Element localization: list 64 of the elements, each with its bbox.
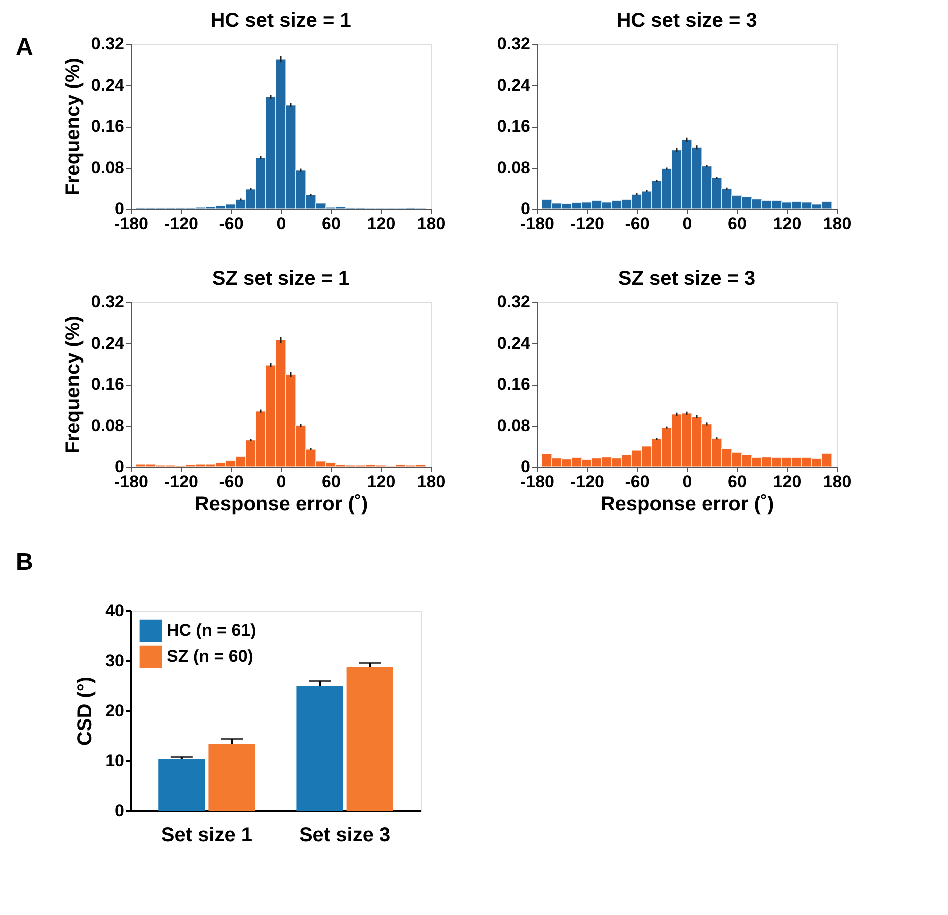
y-tick-label: 0.32 [91,34,124,54]
x-tick-label: -120 [570,472,605,492]
x-tick-label: 60 [728,472,747,492]
text: A [16,34,34,61]
bar [296,686,344,811]
bar [158,759,206,811]
y-tick-label: 40 [106,602,124,620]
y-tick-label: 0.32 [497,34,530,54]
x-tick-label: 60 [728,214,747,234]
y-tick-label: 30 [106,652,124,670]
y-tick-label: 0.32 [91,292,124,312]
x-tick-label: 0 [276,214,286,234]
x-tick-label: -120 [164,472,199,492]
x-tick-label: 0 [276,472,286,492]
y-tick-label: 0 [115,802,124,820]
x-tick-label: -60 [625,214,650,234]
y-tick-label: 0.24 [91,334,126,353]
x-tick-label: -120 [164,214,199,234]
x-tick-label: -60 [219,472,244,492]
x-tick-label: 120 [773,472,802,492]
y-tick-label: 20 [106,702,124,720]
y-tick-label: 10 [106,752,124,770]
y-axis-title: Frequency (%) [62,58,84,196]
y-tick-label: 0.08 [497,416,530,436]
bar [346,668,394,811]
x-tick-label: 180 [417,214,446,234]
x-tick-label: 60 [322,214,341,234]
x-tick-label: -60 [219,214,244,234]
bar [208,744,256,811]
y-tick-label: 0.24 [91,76,126,95]
x-tick-label: 180 [823,472,852,492]
x-tick-label: 120 [773,214,802,234]
x-tick-label: 120 [367,214,396,234]
x-tick-label: 0 [682,472,692,492]
y-tick-label: 0.08 [497,158,530,178]
y-tick-label: 0.24 [497,334,532,353]
x-tick-label: -60 [625,472,650,492]
chart-title: HC set size = 3 [616,10,758,32]
x-tick-label: Set size 1 [161,824,253,846]
x-tick-label: 180 [417,472,446,492]
x-tick-label: 60 [322,472,341,492]
x-axis-title: Response error (˚) [194,494,368,516]
y-tick-label: 0.16 [91,375,124,394]
chart-title: SZ set size = 3 [618,268,756,290]
y-axis-title: CSD (°) [74,676,97,746]
y-tick-label: 0.08 [91,416,124,436]
x-tick-label: -120 [570,214,605,234]
x-tick-label: 0 [682,214,692,234]
x-tick-label: Set size 3 [299,824,391,846]
chart-title: SZ set size = 1 [212,268,350,290]
y-tick-label: 0.24 [497,76,532,95]
text: B [16,549,34,576]
legend-label: SZ (n = 60) [167,647,254,666]
y-tick-label: 0.16 [497,375,530,394]
y-tick-label: 0.16 [497,117,530,136]
y-axis-title: Frequency (%) [62,316,84,454]
x-tick-label: 180 [823,214,852,234]
y-tick-label: 0.32 [497,292,530,312]
y-tick-label: 0.16 [91,117,124,136]
chart-title: HC set size = 1 [210,10,352,32]
legend-label: HC (n = 61) [167,621,256,640]
x-axis-title: Response error (˚) [600,494,774,516]
y-tick-label: 0.08 [91,158,124,178]
x-tick-label: 120 [367,472,396,492]
